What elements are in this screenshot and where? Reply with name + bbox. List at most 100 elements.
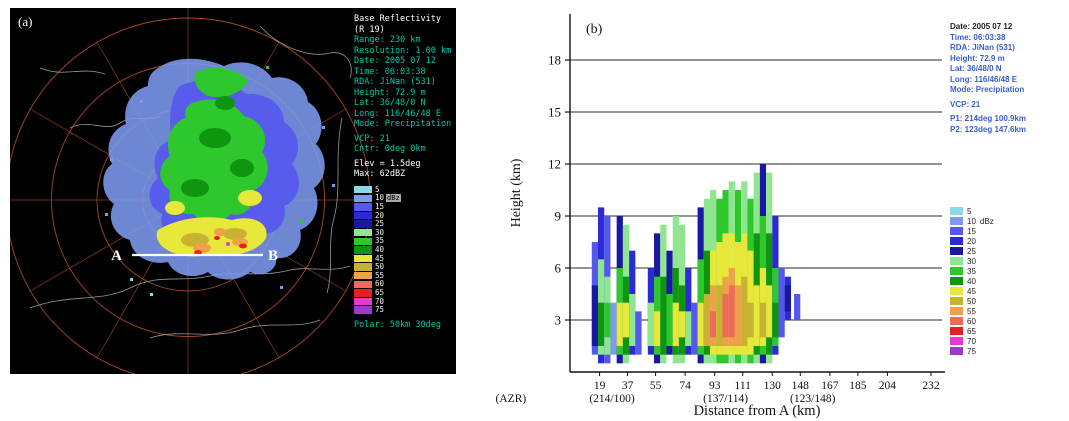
radar-info-line: Resolution: 1.00 km [354,45,452,56]
legend-row: 60 [354,280,454,289]
legend-swatch [950,236,963,246]
echo-cell [635,311,642,355]
legend-unit: dBz [979,216,994,226]
legend-value: 55 [375,270,385,280]
max-dbz-readout: Max: 62dBZ [354,169,406,179]
radar-info-line: Mode: Precipitation [950,85,1025,94]
legend-swatch [950,296,963,306]
echo-cell [672,302,679,347]
y-tick-label: 9 [555,209,562,224]
legend-row: 20 [354,211,454,220]
legend-swatch [354,211,372,220]
x-axis-title: Distance from A (km) [694,403,821,419]
echo-cell [722,294,729,338]
radar-info-line: Lat: 36/48/0 N [950,64,1002,73]
legend-value: 15 [375,201,385,211]
reflectivity-echo [103,58,335,296]
legend-swatch [354,306,372,314]
x-tick-label: 111 [735,380,752,392]
marker-a-label: A [111,248,122,264]
x-tick-label: 185 [849,380,867,392]
legend-row: 75 [354,306,454,315]
legend-swatch [950,316,963,326]
marker-b-label: B [268,248,278,264]
legend-swatch [950,336,963,346]
radar-info-line: RDA: JiNan (531) [354,77,436,87]
legend-row: 40 [950,276,994,286]
legend-value: 35 [375,236,385,246]
legend-row: 20 [950,236,994,246]
y-tick-label: 18 [548,53,561,68]
echo-cell [598,302,605,347]
radar-info-line: VCP: 21 [950,99,981,109]
x-annotation: (214/100) [589,393,635,405]
radar-info-line: VCP: 21 [354,133,390,144]
x-tick-label: 148 [792,380,810,392]
legend-row: 35 [950,266,994,276]
legend-row: 25 [354,220,454,229]
legend-row: 15 [354,201,454,212]
radar-info-line: Mode: Precipitation [354,119,452,129]
color-scale-a: 5 10 dBz 15 20 25 30 35 40 45 50 55 60 65 70 75 [354,184,454,315]
radar-info-line: RDA: JiNan (531) [950,43,1015,52]
radar-info-line: P2: 123deg 147.6km [950,124,1027,134]
legend-value: 65 [967,326,976,336]
legend-unit: dBz [386,194,401,203]
echo-cell [685,311,692,347]
legend-row: 25 [950,246,994,256]
radar-info-line: Long: 116/46/48 E [354,108,441,119]
legend-row: 55 [950,306,994,316]
x-tick-label: 93 [709,380,721,392]
legend-swatch [950,306,963,316]
legend-swatch [950,266,963,276]
legend-row: 70 [354,297,454,306]
cross-section-line: A B [111,248,278,264]
echo-cell [685,268,692,355]
product-title: Base Reflectivity [354,14,441,24]
y-axis-title: Height (km) [509,158,524,227]
panel-a: A B (a) Base Reflectivity (R 19) Range: … [10,8,456,374]
radar-info-line: Time: 06:03:38 [354,66,426,77]
legend-value: 75 [967,346,976,356]
polar-grid-readout: Polar: 50km 30deg [354,320,441,331]
radar-info-line: Long: 116/46/48 E [950,74,1018,84]
radar-info-lines: Range: 230 km Resolution: 1.00 km Date: 20… [354,35,454,130]
legend-swatch [354,220,372,228]
panel-a-label: (a) [18,14,33,29]
legend-row: 50 [950,296,994,306]
legend-row: 30 [950,256,994,266]
legend-value: 10 [375,193,385,203]
echo-cell [660,276,667,355]
legend-value: 70 [375,296,385,306]
legend-swatch [950,216,963,226]
legend-swatch [950,346,963,356]
legend-value: 50 [375,262,385,272]
legend-swatch [354,297,372,306]
echo-cell [734,285,742,347]
legend-swatch [354,186,372,194]
legend-row: 15 [950,226,994,236]
radar-info-line: Height: 72.9 m [354,87,426,98]
echo-cell [772,302,779,338]
radar-info-line: P1: 214deg 100.9km [950,114,1027,123]
echo-cell [591,285,599,347]
legend-value: 40 [967,276,976,286]
echo-cell [759,302,767,338]
legend-value: 25 [375,219,385,229]
echo-cell [753,285,760,347]
legend-value: 5 [375,184,380,194]
radar-info-line: Lat: 36/48/0 N [354,98,426,108]
legend-value: 55 [967,306,976,316]
product-code: (R 19) [354,24,385,35]
legend-row: 75 [950,346,994,356]
x-tick-label: 167 [821,380,839,392]
radar-info-line: Range: 230 km [354,35,421,45]
radar-info-panel: Base Reflectivity (R 19) Range: 230 km Re… [354,14,454,331]
echo-cell [647,302,655,347]
legend-row: 10 dBz [354,194,454,203]
legend-value: 20 [375,210,385,220]
legend-row: 5 [354,184,454,195]
legend-swatch [950,286,963,296]
legend-row: 60 [950,316,994,326]
echo-cell [610,302,617,355]
